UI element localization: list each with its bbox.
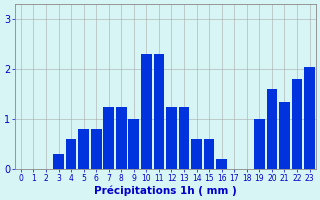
Bar bbox=[292, 79, 302, 169]
Bar bbox=[91, 129, 101, 169]
Bar bbox=[191, 139, 202, 169]
Bar bbox=[304, 67, 315, 169]
Bar bbox=[204, 139, 214, 169]
Bar bbox=[129, 119, 139, 169]
Bar bbox=[141, 54, 152, 169]
Bar bbox=[103, 107, 114, 169]
X-axis label: Précipitations 1h ( mm ): Précipitations 1h ( mm ) bbox=[94, 185, 236, 196]
Bar bbox=[279, 102, 290, 169]
Bar bbox=[66, 139, 76, 169]
Bar bbox=[116, 107, 127, 169]
Bar bbox=[216, 159, 227, 169]
Bar bbox=[53, 154, 64, 169]
Bar bbox=[166, 107, 177, 169]
Bar bbox=[154, 54, 164, 169]
Bar bbox=[78, 129, 89, 169]
Bar bbox=[267, 89, 277, 169]
Bar bbox=[179, 107, 189, 169]
Bar bbox=[254, 119, 265, 169]
